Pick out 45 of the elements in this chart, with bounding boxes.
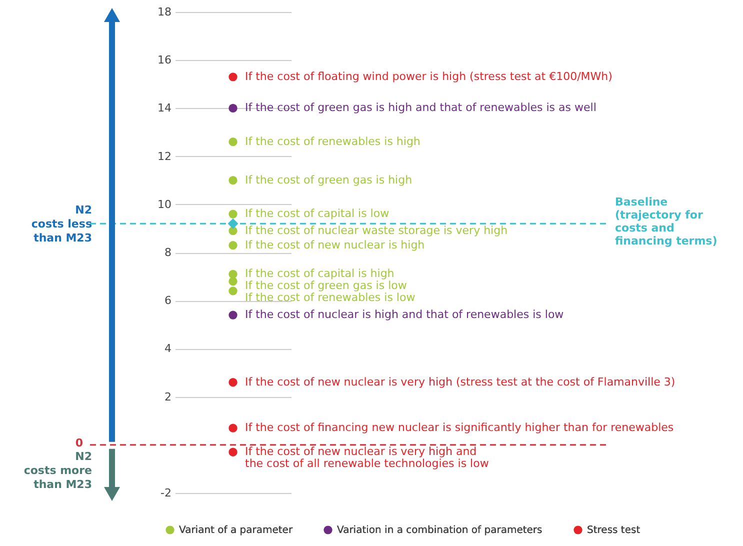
data-label: If the cost of nuclear is high and that of renewables is low [245,308,564,322]
y-tick-label: 16 [158,54,172,67]
data-label: If the cost of financing new nuclear is significantly higher than for renewables [245,421,674,434]
point [228,176,238,185]
point [228,72,238,82]
point [228,286,238,296]
y-tick-label: -2 [160,486,172,500]
point [228,226,238,236]
legend-label: Stress test [587,525,640,536]
y-tick-label: 10 [158,198,172,211]
data-label: If the cost of nuclear waste storage is very high [245,224,508,237]
y-tick-label: 12 [158,150,172,163]
y-tick-label: 18 [158,6,172,18]
point [228,104,238,113]
data-label: If the cost of new nuclear is very high and the cost of all renewable technologies is low [245,445,489,470]
data-label: If the cost of green gas is high [245,173,412,186]
data-label: If the cost of new nuclear is high [245,238,425,252]
y-tick-label: 14 [158,102,172,115]
ref-line-label: Baseline (trajectory for costs and financing terms) [615,196,718,248]
y-tick-label: 8 [164,246,172,259]
y-tick-label: 6 [164,294,172,308]
point [228,240,238,250]
point [228,277,238,286]
y-tick-label: 4 [164,342,172,356]
point [228,138,238,146]
text: N2 costs less than M23 [31,203,92,244]
point [228,448,238,456]
point [228,378,238,387]
data-label: If the cost of new nuclear is very high (stress test at the cost of Flamanville 3) [245,375,676,388]
data-label: If the cost of capital is low [245,207,390,220]
ref-line-label: 0 [75,436,84,450]
data-label: If the cost of capital is high [245,267,394,280]
data-label: If the cost of floating wind power is high (stress test at €100/MWh) [245,70,612,83]
data-label: If the cost of green gas is high and that of renewables is as well [245,101,596,114]
point [228,424,238,432]
point [228,210,238,218]
data-label: If the cost of renewables is low [245,291,416,304]
y-tick-label: 2 [164,390,172,404]
point [228,310,238,320]
text: N2 costs more than M23 [24,450,92,491]
data-label: If the cost of renewables is high [245,134,420,148]
data-label: If the cost of green gas is low [245,279,407,292]
legend-label: Variation in a combination of parameters [337,525,542,536]
point [228,270,238,278]
legend-label: Variant of a parameter [179,525,294,536]
